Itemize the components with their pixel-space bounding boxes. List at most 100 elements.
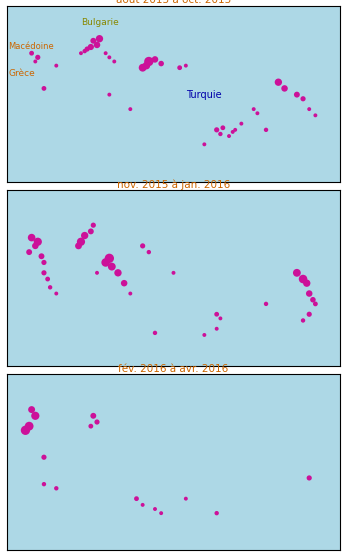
Point	[152, 504, 158, 513]
Point	[146, 57, 152, 66]
Point	[53, 484, 59, 493]
Point	[78, 49, 84, 58]
Point	[91, 36, 96, 45]
Point	[94, 269, 100, 277]
Point	[35, 53, 41, 62]
Point	[214, 324, 219, 333]
Point	[214, 310, 219, 319]
Point	[152, 329, 158, 337]
Point	[313, 300, 318, 309]
Point	[128, 105, 133, 113]
Point	[263, 126, 269, 135]
Title: nov. 2015 à jan. 2016: nov. 2015 à jan. 2016	[117, 180, 230, 190]
Point	[91, 411, 96, 420]
Point	[23, 426, 28, 435]
Point	[76, 241, 81, 250]
Point	[107, 53, 112, 62]
Point	[41, 480, 47, 489]
Point	[41, 453, 47, 461]
Point	[218, 130, 223, 138]
Point	[29, 405, 34, 414]
Point	[39, 252, 44, 261]
Point	[82, 47, 87, 56]
Point	[26, 421, 32, 430]
Point	[294, 90, 300, 99]
Point	[78, 237, 84, 246]
Point	[304, 279, 310, 287]
Point	[218, 314, 223, 323]
Point	[88, 421, 94, 430]
Point	[214, 509, 219, 518]
Point	[232, 126, 238, 135]
Point	[35, 237, 41, 246]
Point	[183, 494, 189, 503]
Title: août 2015 à oct. 2015: août 2015 à oct. 2015	[116, 0, 231, 6]
Point	[263, 300, 269, 309]
Point	[41, 84, 47, 93]
Point	[306, 474, 312, 483]
Point	[177, 63, 183, 72]
Point	[202, 140, 207, 149]
Point	[144, 61, 149, 70]
Point	[33, 241, 38, 250]
Point	[94, 41, 100, 49]
Point	[107, 90, 112, 99]
Point	[107, 254, 112, 263]
Point	[111, 57, 117, 66]
Point	[202, 330, 207, 339]
Point	[140, 500, 145, 509]
Point	[45, 275, 50, 284]
Text: Grèce: Grèce	[8, 70, 35, 78]
Text: Bulgarie: Bulgarie	[81, 18, 119, 27]
Point	[306, 105, 312, 113]
Point	[158, 59, 164, 68]
Point	[53, 289, 59, 298]
Point	[121, 279, 127, 287]
Point	[94, 418, 100, 426]
Point	[103, 258, 108, 267]
Point	[91, 221, 96, 230]
Point	[140, 241, 145, 250]
Point	[88, 43, 94, 52]
Title: fév. 2016 à avr. 2016: fév. 2016 à avr. 2016	[118, 364, 229, 374]
Point	[47, 283, 53, 292]
Point	[214, 126, 219, 135]
Point	[134, 494, 139, 503]
Point	[255, 109, 260, 118]
Point	[282, 84, 287, 93]
Point	[53, 61, 59, 70]
Point	[251, 105, 256, 113]
Point	[26, 247, 32, 256]
Point	[146, 247, 152, 256]
Text: Turquie: Turquie	[186, 90, 221, 100]
Point	[230, 127, 236, 136]
Point	[276, 78, 281, 87]
Point	[300, 275, 306, 284]
Point	[300, 316, 306, 325]
Point	[306, 289, 312, 298]
Point	[33, 57, 38, 66]
Point	[115, 269, 121, 277]
Point	[300, 95, 306, 103]
Point	[310, 295, 316, 304]
Point	[88, 227, 94, 236]
Point	[158, 509, 164, 518]
Point	[97, 34, 102, 43]
Point	[41, 269, 47, 277]
Point	[103, 49, 108, 58]
Point	[226, 132, 232, 141]
Point	[41, 258, 47, 267]
Point	[313, 111, 318, 120]
Point	[29, 233, 34, 242]
Text: Macédoine: Macédoine	[8, 42, 54, 52]
Point	[294, 269, 300, 277]
Point	[29, 49, 34, 58]
Point	[84, 44, 90, 53]
Point	[152, 55, 158, 64]
Point	[109, 262, 115, 271]
Point	[220, 123, 226, 132]
Point	[306, 310, 312, 319]
Point	[183, 61, 189, 70]
Point	[171, 269, 176, 277]
Point	[140, 63, 145, 72]
